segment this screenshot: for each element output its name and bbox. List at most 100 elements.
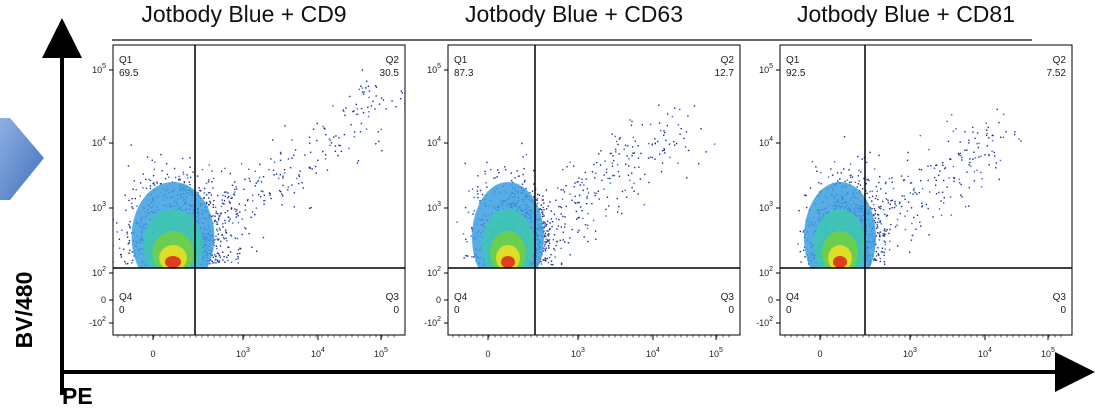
event-dot	[272, 139, 274, 141]
event-dot	[811, 160, 814, 163]
event-dot	[344, 114, 346, 117]
event-dot	[877, 217, 880, 220]
event-dot	[617, 143, 619, 146]
event-dot	[467, 211, 470, 214]
event-dot	[981, 177, 983, 180]
event-dot	[356, 108, 359, 110]
event-dot	[148, 178, 150, 181]
event-dot	[925, 203, 928, 206]
event-dot	[619, 137, 621, 139]
event-dot	[591, 202, 593, 205]
event-dot	[598, 153, 600, 155]
event-dot	[543, 230, 545, 232]
event-dot	[262, 176, 265, 178]
event-dot	[224, 219, 226, 222]
event-dot	[269, 193, 271, 195]
event-dot	[884, 213, 886, 216]
event-dot	[375, 95, 377, 97]
event-dot	[287, 189, 289, 191]
event-dot	[222, 223, 224, 225]
event-dot	[234, 191, 236, 193]
event-dot	[547, 205, 549, 207]
event-dot	[906, 210, 909, 212]
event-dot	[987, 126, 990, 129]
event-dot	[563, 226, 566, 228]
event-dot	[283, 169, 286, 171]
event-dot	[560, 207, 563, 209]
event-dot	[160, 153, 162, 156]
event-dot	[921, 205, 923, 208]
event-dot	[628, 165, 630, 167]
event-dot	[467, 255, 469, 257]
event-dot	[843, 135, 846, 138]
event-dot	[542, 213, 544, 215]
event-dot	[131, 206, 133, 208]
y-tick-label-base: 10	[92, 268, 102, 278]
event-dot	[879, 260, 882, 263]
event-dot	[248, 177, 250, 180]
event-dot	[618, 205, 620, 208]
event-dot	[103, 257, 104, 258]
event-dot	[918, 192, 921, 194]
event-dot	[615, 151, 617, 153]
event-dot	[225, 191, 227, 193]
y-tick-label-exp: 2	[769, 316, 773, 323]
event-dot	[889, 228, 891, 231]
event-dot	[880, 251, 883, 253]
event-dot	[693, 105, 696, 107]
event-dot	[611, 165, 614, 167]
event-dot	[211, 215, 213, 218]
event-dot	[312, 128, 315, 130]
event-dot	[629, 119, 631, 121]
event-dot	[269, 194, 271, 197]
x-tick-label-base: 10	[311, 349, 321, 359]
event-dot	[878, 254, 880, 256]
event-dot	[531, 190, 534, 192]
y-tick-label-base: 10	[759, 65, 769, 75]
x-tick-label-exp: 3	[581, 347, 585, 354]
event-dot	[214, 253, 216, 256]
event-dot	[558, 205, 560, 208]
event-dot	[816, 170, 818, 173]
event-dot	[235, 210, 237, 213]
event-dot	[802, 231, 804, 233]
event-dot	[985, 134, 988, 137]
event-dot	[887, 199, 889, 201]
event-dot	[972, 126, 974, 129]
event-dot	[220, 212, 222, 214]
event-dot	[542, 199, 544, 201]
y-tick-label-base: -10	[756, 318, 769, 328]
event-dot	[587, 240, 589, 243]
event-dot	[633, 190, 635, 192]
event-dot	[609, 182, 612, 184]
event-dot	[866, 179, 868, 181]
event-dot	[867, 178, 869, 181]
event-dot	[927, 207, 929, 210]
event-dot	[574, 202, 577, 205]
event-dot	[391, 100, 393, 102]
event-dot	[988, 137, 990, 139]
event-dot	[544, 257, 546, 259]
event-dot	[941, 191, 944, 193]
event-dot	[251, 246, 253, 249]
event-dot	[156, 181, 158, 183]
event-dot	[234, 208, 236, 210]
event-dot	[583, 236, 585, 238]
event-dot	[209, 259, 212, 261]
event-dot	[946, 186, 948, 188]
x-tick-label-exp: 3	[246, 347, 250, 354]
event-dot	[462, 233, 465, 235]
event-dot	[309, 167, 311, 170]
event-dot	[833, 161, 836, 163]
event-dot	[218, 217, 220, 219]
event-dot	[221, 234, 223, 236]
event-dot	[933, 176, 936, 179]
event-dot	[560, 189, 562, 191]
event-dot	[153, 184, 156, 186]
event-dot	[617, 170, 620, 173]
event-dot	[565, 184, 567, 187]
event-dot	[626, 196, 628, 198]
event-dot	[132, 259, 134, 262]
event-dot	[553, 213, 556, 216]
